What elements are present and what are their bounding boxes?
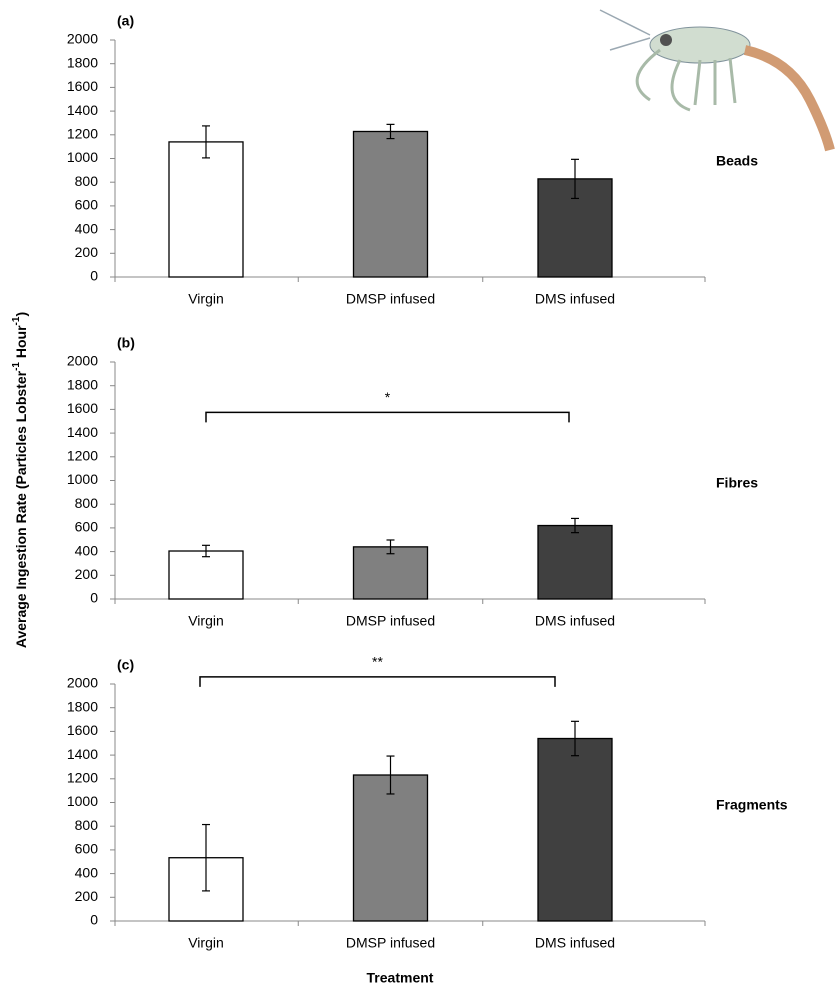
bar <box>352 546 429 600</box>
error-bar <box>202 544 210 558</box>
label-part: Hour <box>13 325 29 362</box>
x-tick-label: DMSP infused <box>346 291 435 307</box>
error-bar <box>202 125 210 159</box>
y-axis-label: Average Ingestion Rate (Particles Lobste… <box>11 312 29 648</box>
panel-label: (a) <box>117 13 134 29</box>
y-tick-label: 1000 <box>67 471 98 487</box>
error-bar <box>386 539 395 555</box>
error-bar <box>571 158 579 200</box>
y-tick-label: 1800 <box>67 698 98 714</box>
y-tick-label: 1200 <box>67 448 98 464</box>
error-bar <box>386 755 395 795</box>
superscript: -1 <box>11 316 22 325</box>
bar <box>168 141 244 278</box>
y-tick-label: 1000 <box>67 793 98 809</box>
y-tick-label: 2000 <box>67 353 98 369</box>
x-tick-label: DMSP infused <box>346 613 435 629</box>
significance-bracket <box>205 411 570 423</box>
y-tick-label: 200 <box>75 888 99 904</box>
y-tick-label: 1600 <box>67 400 98 416</box>
significance-label: ** <box>372 654 383 670</box>
y-tick-label: 800 <box>75 817 99 833</box>
y-tick-label: 1800 <box>67 376 98 392</box>
significance-label: * <box>385 389 391 405</box>
x-axis-label: Treatment <box>367 970 434 986</box>
y-tick-label: 1800 <box>67 54 98 70</box>
bar <box>352 130 429 278</box>
y-tick-label: 1600 <box>67 722 98 738</box>
error-bar <box>386 123 395 140</box>
y-tick-label: 400 <box>75 220 99 236</box>
series-label: Fragments <box>716 797 788 813</box>
panel-label: (c) <box>117 657 134 673</box>
x-tick-label: Virgin <box>188 935 224 951</box>
x-tick-label: Virgin <box>188 613 224 629</box>
y-tick-label: 1200 <box>67 126 98 142</box>
superscript: -1 <box>11 362 22 371</box>
y-tick-label: 200 <box>75 244 99 260</box>
label-part: Average Ingestion Rate (Particles Lobste… <box>13 370 29 648</box>
error-bar <box>571 517 579 534</box>
y-tick-label: 600 <box>75 841 99 857</box>
x-tick-label: DMSP infused <box>346 935 435 951</box>
x-tick-label: DMS infused <box>535 613 615 629</box>
y-tick-label: 2000 <box>67 675 98 691</box>
lobster-illustration <box>599 9 835 152</box>
y-tick-label: 400 <box>75 864 99 880</box>
y-tick-label: 1400 <box>67 746 98 762</box>
y-tick-label: 600 <box>75 197 99 213</box>
bar <box>352 774 429 922</box>
series-label: Fibres <box>716 475 758 491</box>
x-tick-label: DMS infused <box>535 291 615 307</box>
y-tick-label: 200 <box>75 566 99 582</box>
label-part: ) <box>13 312 29 317</box>
error-bar <box>202 823 210 892</box>
y-tick-label: 1000 <box>67 149 98 165</box>
series-label: Beads <box>716 153 758 169</box>
y-tick-label: 1200 <box>67 770 98 786</box>
y-tick-label: 1400 <box>67 424 98 440</box>
bar <box>537 524 613 600</box>
error-bar <box>571 720 579 757</box>
y-tick-label: 800 <box>75 173 99 189</box>
y-tick-label: 0 <box>90 268 98 284</box>
y-tick-label: 800 <box>75 495 99 511</box>
y-tick-label: 1400 <box>67 102 98 118</box>
y-tick-label: 1600 <box>67 78 98 94</box>
y-tick-label: 2000 <box>67 31 98 47</box>
panel-label: (b) <box>117 335 135 351</box>
significance-bracket <box>199 676 556 687</box>
y-tick-label: 400 <box>75 542 99 558</box>
bar <box>168 550 244 600</box>
x-tick-label: Virgin <box>188 291 224 307</box>
bar <box>537 737 613 922</box>
y-tick-label: 0 <box>90 590 98 606</box>
x-tick-label: DMS infused <box>535 935 615 951</box>
y-tick-label: 600 <box>75 519 99 535</box>
y-tick-label: 0 <box>90 912 98 928</box>
